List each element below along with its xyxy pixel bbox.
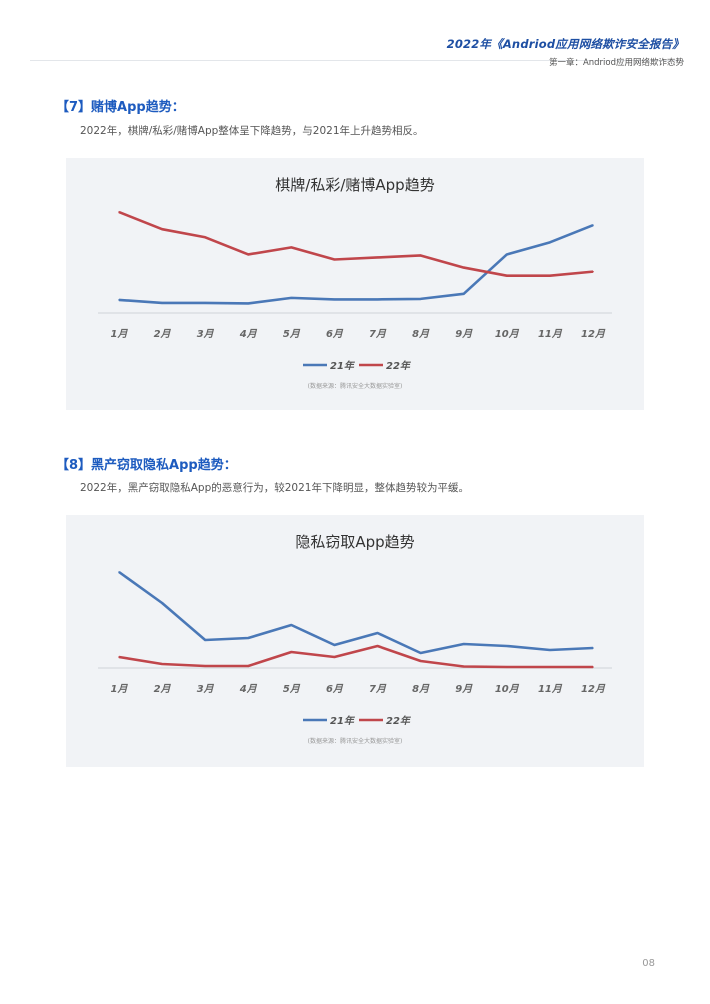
x-tick-label: 10月 xyxy=(495,328,520,340)
x-tick-label: 11月 xyxy=(538,683,563,695)
section-7-text: 2022年，棋牌/私彩/赌博App整体呈下降趋势，与2021年上升趋势相反。 xyxy=(80,125,424,137)
x-tick-label: 1月 xyxy=(111,683,129,695)
data-point xyxy=(506,253,508,256)
chart-title: 隐私窃取App趋势 xyxy=(295,533,414,551)
x-tick-label: 5月 xyxy=(283,683,301,695)
data-point xyxy=(118,656,120,658)
data-point xyxy=(161,302,163,304)
x-tick-label: 2月 xyxy=(154,683,172,695)
series-line-22年 xyxy=(118,210,594,277)
data-point xyxy=(118,571,120,573)
legend-label: 22年 xyxy=(386,360,412,372)
x-tick-label: 7月 xyxy=(369,683,387,695)
chart-privacy: 隐私窃取App趋势 1月 2月 3月 4月 5月 6月 7月 8月 9月 10月 11月 12月 21年 2… xyxy=(66,515,644,767)
x-tick-label: 3月 xyxy=(197,328,215,340)
data-point xyxy=(247,637,250,639)
x-tick-label: 5月 xyxy=(283,328,301,340)
chart-gambling-svg: 棋牌/私彩/赌博App趋势 1月 2月 3月 4月 5月 6月 7月 8月 9月 10月 11月 12月… xyxy=(98,176,612,390)
legend-label: 21年 xyxy=(330,715,356,727)
report-title: 2022年《Andriod应用网络欺诈安全报告》 xyxy=(446,37,684,51)
data-point xyxy=(462,266,465,269)
data-point xyxy=(506,645,508,647)
chart-gambling: 棋牌/私彩/赌博App趋势 1月 2月 3月 4月 5月 6月 7月 8月 9月 10月 11月 12月… xyxy=(66,158,644,410)
data-point xyxy=(247,253,250,256)
x-tick-label: 4月 xyxy=(239,328,258,340)
section-7-heading: 【7】赌博App趋势： xyxy=(56,100,185,115)
x-tick-label: 11月 xyxy=(538,328,563,340)
x-tick-label: 9月 xyxy=(455,683,473,695)
data-point xyxy=(549,241,551,244)
data-point xyxy=(592,224,594,226)
x-tick-label: 6月 xyxy=(326,328,344,340)
x-tick-label: 6月 xyxy=(326,683,344,695)
data-point xyxy=(161,602,163,604)
data-point xyxy=(462,293,465,295)
data-point xyxy=(333,298,336,301)
data-point xyxy=(204,639,206,641)
data-point xyxy=(376,298,379,301)
x-tick-label: 4月 xyxy=(239,683,258,695)
data-point xyxy=(204,665,206,667)
data-point xyxy=(419,652,422,654)
data-point xyxy=(333,656,336,658)
x-tick-label: 8月 xyxy=(412,328,430,340)
data-point xyxy=(419,298,422,300)
data-point xyxy=(376,256,379,259)
x-tick-label: 10月 xyxy=(495,683,520,695)
data-point xyxy=(592,270,594,273)
data-point xyxy=(549,666,551,668)
data-point xyxy=(290,246,293,249)
x-tick-label: 9月 xyxy=(455,328,473,340)
data-point xyxy=(549,274,551,277)
data-point xyxy=(462,643,465,645)
x-tick-label: 8月 xyxy=(412,683,430,695)
series-line-22年 xyxy=(118,644,593,669)
data-point xyxy=(290,297,293,299)
data-point xyxy=(333,644,336,646)
chart-title: 棋牌/私彩/赌博App趋势 xyxy=(275,176,434,194)
data-point xyxy=(419,254,422,257)
x-tick-label: 3月 xyxy=(197,683,215,695)
data-point xyxy=(419,660,422,662)
x-tick-label: 7月 xyxy=(369,328,387,340)
data-point xyxy=(549,649,551,651)
x-tick-label: 12月 xyxy=(581,328,606,340)
x-tick-label: 12月 xyxy=(581,683,606,695)
header-rule xyxy=(30,60,684,61)
data-point xyxy=(376,632,379,634)
data-point xyxy=(247,665,250,667)
data-point xyxy=(506,666,508,668)
legend-label: 22年 xyxy=(386,715,412,727)
section-8-heading: 【8】黑产窃取隐私App趋势： xyxy=(56,458,237,473)
data-point xyxy=(333,258,336,261)
data-point xyxy=(118,299,120,301)
data-point xyxy=(204,236,206,239)
data-point xyxy=(247,302,250,305)
x-tick-label: 1月 xyxy=(111,328,129,340)
chapter-subtitle: 第一章：Andriod应用网络欺诈态势 xyxy=(548,58,684,68)
page-number: 08 xyxy=(642,958,655,969)
data-point xyxy=(506,274,508,277)
data-source-note: (数据来源：腾讯安全大数据实验室) xyxy=(308,737,403,745)
data-point xyxy=(204,302,206,304)
data-point xyxy=(592,666,594,668)
section-8-text: 2022年，黑产窃取隐私App的恶意行为，较2021年下降明显，整体趋势较为平缓… xyxy=(80,482,469,494)
data-point xyxy=(592,647,594,649)
data-point xyxy=(161,228,163,230)
data-point xyxy=(161,663,163,665)
data-source-note: (数据来源：腾讯安全大数据实验室) xyxy=(308,382,403,390)
data-point xyxy=(290,624,293,626)
data-point xyxy=(462,665,465,668)
data-point xyxy=(118,211,120,213)
chart-privacy-svg: 隐私窃取App趋势 1月 2月 3月 4月 5月 6月 7月 8月 9月 10月 11月 12月 21年 2… xyxy=(98,533,612,745)
data-point xyxy=(376,645,379,647)
series-line-21年 xyxy=(118,570,594,655)
x-tick-label: 2月 xyxy=(154,328,172,340)
data-point xyxy=(290,651,293,653)
series-line-21年 xyxy=(118,223,594,305)
legend-label: 21年 xyxy=(330,360,356,372)
